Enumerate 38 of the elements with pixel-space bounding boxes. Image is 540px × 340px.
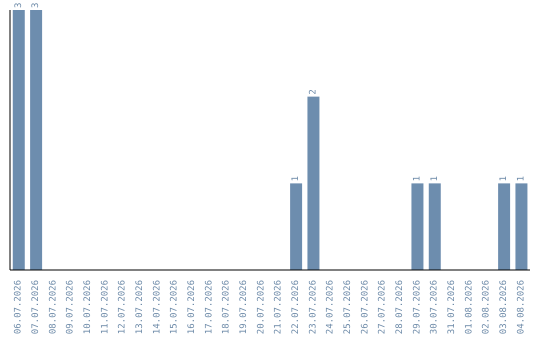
data-label: 1: [412, 176, 422, 182]
x-tick-label: 27.07.2026: [378, 280, 388, 334]
x-tick-label: 12.07.2026: [118, 280, 128, 334]
x-tick-label: 31.07.2026: [447, 280, 457, 334]
x-tick-label: 08.07.2026: [48, 280, 58, 334]
x-tick-label: 06.07.2026: [14, 280, 24, 334]
x-tick-label: 15.07.2026: [170, 280, 180, 334]
x-tick-label: 14.07.2026: [152, 280, 162, 334]
x-tick-label: 21.07.2026: [274, 280, 284, 334]
x-tick-label: 28.07.2026: [395, 280, 405, 334]
x-tick-label: 17.07.2026: [204, 280, 214, 334]
x-tick-label: 09.07.2026: [66, 280, 76, 334]
x-tick-label: 04.08.2026: [516, 280, 526, 334]
data-label: 2: [308, 89, 318, 95]
data-label: 3: [31, 2, 42, 8]
x-tick-label: 26.07.2026: [360, 280, 370, 334]
x-tick-label: 16.07.2026: [187, 280, 197, 334]
x-tick-label: 18.07.2026: [222, 280, 232, 334]
data-label: 1: [516, 176, 526, 182]
x-tick-label: 22.07.2026: [291, 280, 301, 334]
x-tick-label: 02.08.2026: [482, 280, 492, 334]
x-tick-label: 23.07.2026: [308, 280, 318, 334]
data-label: 3: [14, 2, 24, 8]
x-tick-label: 30.07.2026: [430, 280, 440, 334]
x-tick-label: 07.07.2026: [31, 280, 41, 334]
x-tick-label: 19.07.2026: [239, 280, 249, 334]
data-label: 1: [430, 176, 440, 182]
x-tick-label: 01.08.2026: [464, 280, 474, 334]
x-tick-label: 11.07.2026: [100, 280, 110, 334]
data-label: 1: [291, 176, 302, 182]
data-label: 1: [499, 176, 510, 182]
x-tick-label: 20.07.2026: [256, 280, 266, 334]
x-tick-label: 25.07.2026: [343, 280, 353, 334]
x-tick-label: 13.07.2026: [135, 280, 145, 334]
x-tick-label: 29.07.2026: [412, 280, 422, 334]
x-tick-label: 10.07.2026: [83, 280, 93, 334]
x-tick-label: 03.08.2026: [499, 280, 509, 334]
x-tick-label: 24.07.2026: [326, 280, 336, 334]
